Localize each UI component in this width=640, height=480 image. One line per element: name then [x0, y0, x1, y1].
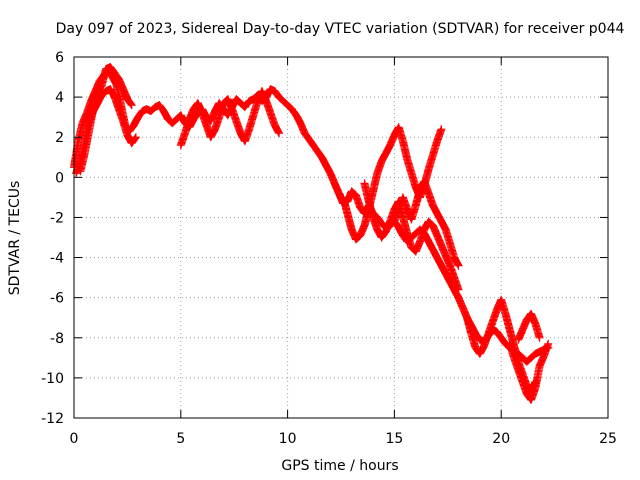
x-tick-label: 10 — [279, 431, 297, 447]
data-track — [76, 63, 136, 176]
data-track — [514, 309, 544, 344]
y-tick-label: 2 — [55, 130, 64, 146]
y-tick-label: 0 — [55, 170, 64, 186]
data-track — [390, 177, 463, 270]
axis-ticks: -12 -10 -8 -6 -4 -2 0 2 4 6 0 5 10 15 20 25 — [41, 50, 617, 447]
chart-title: Day 097 of 2023, Sidereal Day-to-day VTE… — [56, 21, 625, 37]
y-axis-label: SDTVAR / TECUs — [7, 181, 23, 296]
x-tick-label: 5 — [176, 431, 185, 447]
plot-frame — [73, 56, 609, 419]
x-tick-label: 25 — [599, 431, 617, 447]
x-tick-label: 0 — [70, 431, 79, 447]
data-track — [360, 179, 463, 294]
y-tick-label: -4 — [50, 251, 64, 267]
y-tick-label: -2 — [50, 210, 64, 226]
y-tick-label: -6 — [50, 291, 64, 307]
y-tick-label: 6 — [55, 50, 64, 66]
data-track — [176, 87, 284, 150]
y-tick-label: -10 — [41, 371, 64, 387]
y-tick-label: 4 — [55, 90, 64, 106]
x-tick-label: 20 — [492, 431, 510, 447]
y-tick-label: -8 — [50, 331, 64, 347]
data-points — [70, 63, 553, 404]
x-tick-label: 15 — [385, 431, 403, 447]
y-tick-label: -12 — [41, 411, 64, 427]
x-axis-label: GPS time / hours — [281, 458, 398, 474]
data-track — [505, 339, 553, 404]
